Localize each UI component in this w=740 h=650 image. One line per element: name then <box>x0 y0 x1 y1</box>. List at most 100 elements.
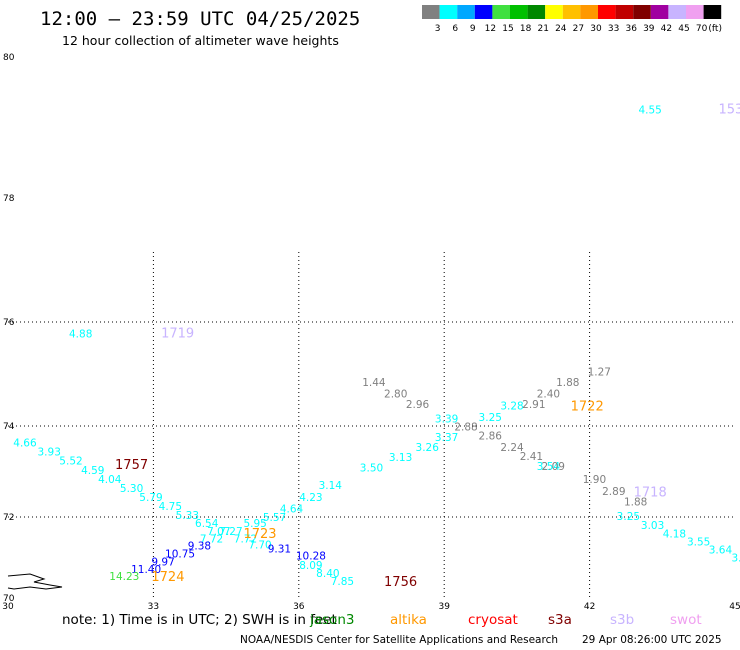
wave-height-label: 2.86 <box>479 431 503 443</box>
pass-time-label: 1719 <box>161 327 194 342</box>
legend-swatch <box>439 5 458 19</box>
pass-time-label: 1539 <box>718 102 740 117</box>
satellite-label-s3b: s3b <box>610 612 635 628</box>
grid <box>8 252 735 598</box>
legend-swatch <box>422 5 440 19</box>
wave-height-label: 3.93 <box>38 447 61 459</box>
page-subtitle: 12 hour collection of altimeter wave hei… <box>62 33 339 48</box>
wave-height-label: 4.04 <box>98 474 122 486</box>
y-tick-label: 80 <box>3 53 15 63</box>
legend-swatch <box>527 5 546 19</box>
wave-height-label: 1.90 <box>583 474 606 486</box>
legend-swatch <box>545 5 563 19</box>
legend-label: 24 <box>555 24 567 34</box>
satellite-label-swot: swot <box>670 612 702 628</box>
pass-time-label: 1724 <box>151 570 184 585</box>
satellite-label-s3a: s3a <box>548 612 572 628</box>
footer-timestamp: 29 Apr 08:26:00 UTC 2025 <box>582 634 722 646</box>
wave-height-label: 4.88 <box>69 329 92 341</box>
wave-height-label: 8.40 <box>316 568 339 580</box>
satellite-label-jason3: jason3 <box>310 612 355 628</box>
wave-height-label: 9.97 <box>151 557 174 569</box>
x-tick-label: 42 <box>584 602 595 612</box>
legend-swatch <box>650 5 669 19</box>
legend-label: 70 <box>696 24 708 34</box>
pass-time-label: 1723 <box>243 527 276 542</box>
legend-label: 3 <box>435 24 441 34</box>
wave-height-label: 5.57 <box>263 512 286 524</box>
wave-height-label: 5.95 <box>243 518 266 530</box>
legend-label: 21 <box>537 24 548 34</box>
wave-height-label: 4.23 <box>299 492 322 504</box>
y-tick-label: 72 <box>3 513 14 523</box>
legend-swatch <box>510 5 528 19</box>
pass-time-labels: 1539 1719 1757 1722 1718 1723 1724 1756 <box>115 102 740 589</box>
wave-height-label: 2.40 <box>537 388 560 400</box>
wave-height-label: 5.30 <box>120 483 143 495</box>
legend-label: 6 <box>452 24 458 34</box>
legend-swatch <box>703 5 722 19</box>
y-tick-label: 78 <box>3 194 15 204</box>
wave-height-label: 2.80 <box>384 388 407 400</box>
wave-height-label: 9.31 <box>268 544 291 556</box>
wave-height-label: 2.09 <box>542 461 565 473</box>
wave-height-label: 4.75 <box>159 501 182 513</box>
legend-label: 45 <box>678 24 689 34</box>
wave-height-label: 7.07 <box>207 526 230 538</box>
wave-height-label: 11.40 <box>131 564 161 576</box>
x-tick-label: 45 <box>729 602 740 612</box>
wave-height-label: 14.23 <box>109 571 139 583</box>
pass-time-label: 1718 <box>634 486 667 501</box>
legend-label: 9 <box>470 24 476 34</box>
legend-label: 33 <box>608 24 619 34</box>
wave-height-label: 9.38 <box>188 540 211 552</box>
legend-swatch <box>457 5 475 19</box>
wave-height-label: 7.85 <box>331 576 354 588</box>
legend-swatch <box>598 5 616 19</box>
wave-height-label: 1.88 <box>624 497 647 509</box>
wave-height-label: 2.91 <box>522 399 545 411</box>
legend-swatch <box>562 5 581 19</box>
wave-height-label: 3.28 <box>500 400 523 412</box>
legend-label: 42 <box>661 24 672 34</box>
wave-height-label: 1.27 <box>588 367 611 379</box>
satellite-label-altika: altika <box>390 612 427 628</box>
legend-label: 30 <box>590 24 602 34</box>
legend-swatch <box>633 5 651 19</box>
pass-time-label: 1757 <box>115 458 148 473</box>
wave-height-label: 2.88 <box>454 422 477 434</box>
wave-height-label: 3.39 <box>435 413 458 425</box>
page-title: 12:00 – 23:59 UTC 04/25/2025 <box>40 8 361 30</box>
wave-height-label: 8.09 <box>299 560 322 572</box>
wave-height-label: 3.13 <box>389 452 412 464</box>
wave-height-label: 4.18 <box>663 528 686 540</box>
wave-height-label: 1.88 <box>556 377 579 389</box>
wave-height-label: 3.64 <box>709 544 733 556</box>
wave-height-label: 3.54 <box>537 461 561 473</box>
wave-height-label: 3.14 <box>319 480 343 492</box>
coastline-shape <box>7 573 63 590</box>
satellite-label-cryosat: cryosat <box>468 612 518 628</box>
legend-swatch <box>580 5 598 19</box>
wave-height-label: 5.52 <box>59 456 82 468</box>
legend-swatch <box>686 5 704 19</box>
legend-label: 39 <box>643 24 655 34</box>
wave-height-label: 3.25 <box>617 511 640 523</box>
x-tick-label: 36 <box>293 602 305 612</box>
wave-height-label: 2.96 <box>406 399 430 411</box>
x-tick-label: 33 <box>148 602 159 612</box>
wave-height-label: 3.1 <box>731 553 740 565</box>
legend-swatch <box>474 5 493 19</box>
wave-height-label: 1.44 <box>362 377 386 389</box>
wave-height-label: 10.75 <box>165 549 195 561</box>
wave-height-label: 4.59 <box>81 465 104 477</box>
legend-label: 18 <box>520 24 532 34</box>
wave-height-label: 7.70 <box>248 540 271 552</box>
wave-height-label: 5.79 <box>139 492 162 504</box>
legend-unit: (ft) <box>708 24 722 34</box>
y-tick-label: 76 <box>3 318 15 328</box>
wave-height-label: 3.03 <box>641 520 664 532</box>
legend-swatch <box>615 5 634 19</box>
